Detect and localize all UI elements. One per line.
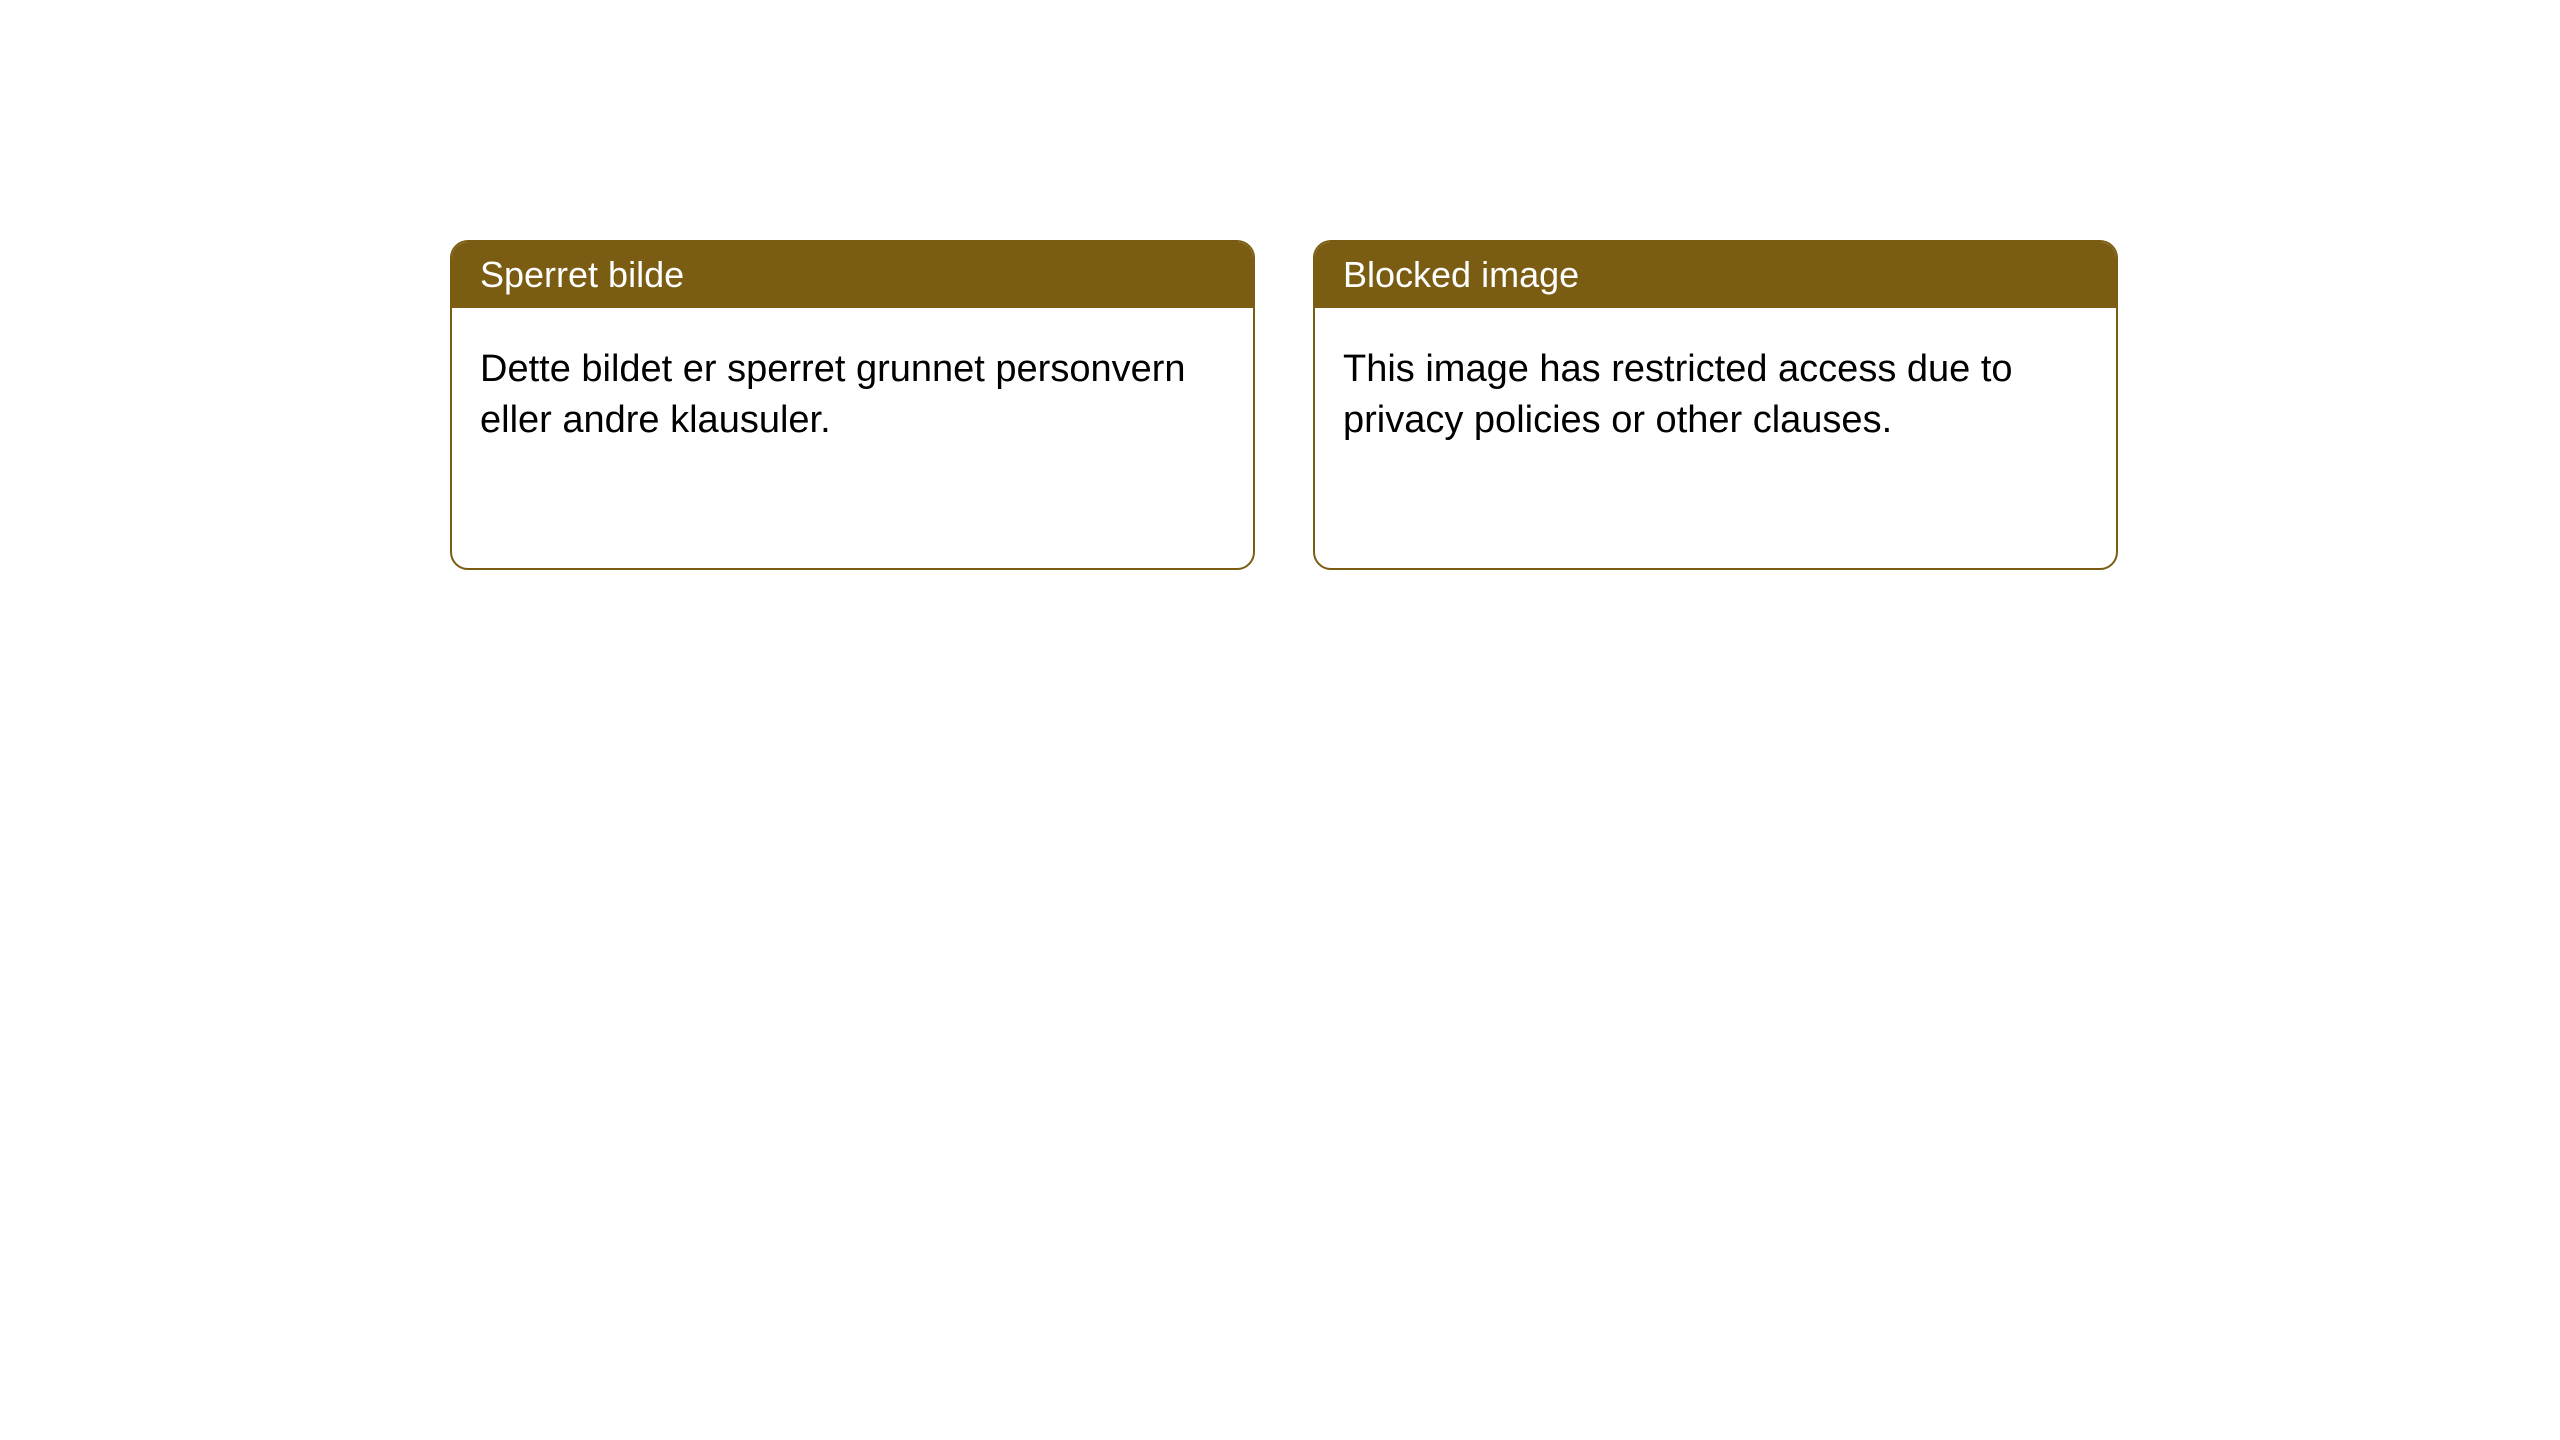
card-header: Sperret bilde (452, 242, 1253, 308)
card-body: This image has restricted access due to … (1315, 308, 2116, 568)
card-title: Sperret bilde (480, 254, 684, 295)
card-body-text: This image has restricted access due to … (1343, 344, 2088, 447)
card-body-text: Dette bildet er sperret grunnet personve… (480, 344, 1225, 447)
card-header: Blocked image (1315, 242, 2116, 308)
card-body: Dette bildet er sperret grunnet personve… (452, 308, 1253, 568)
notice-cards-container: Sperret bilde Dette bildet er sperret gr… (450, 240, 2118, 570)
notice-card-english: Blocked image This image has restricted … (1313, 240, 2118, 570)
card-title: Blocked image (1343, 254, 1579, 295)
notice-card-norwegian: Sperret bilde Dette bildet er sperret gr… (450, 240, 1255, 570)
